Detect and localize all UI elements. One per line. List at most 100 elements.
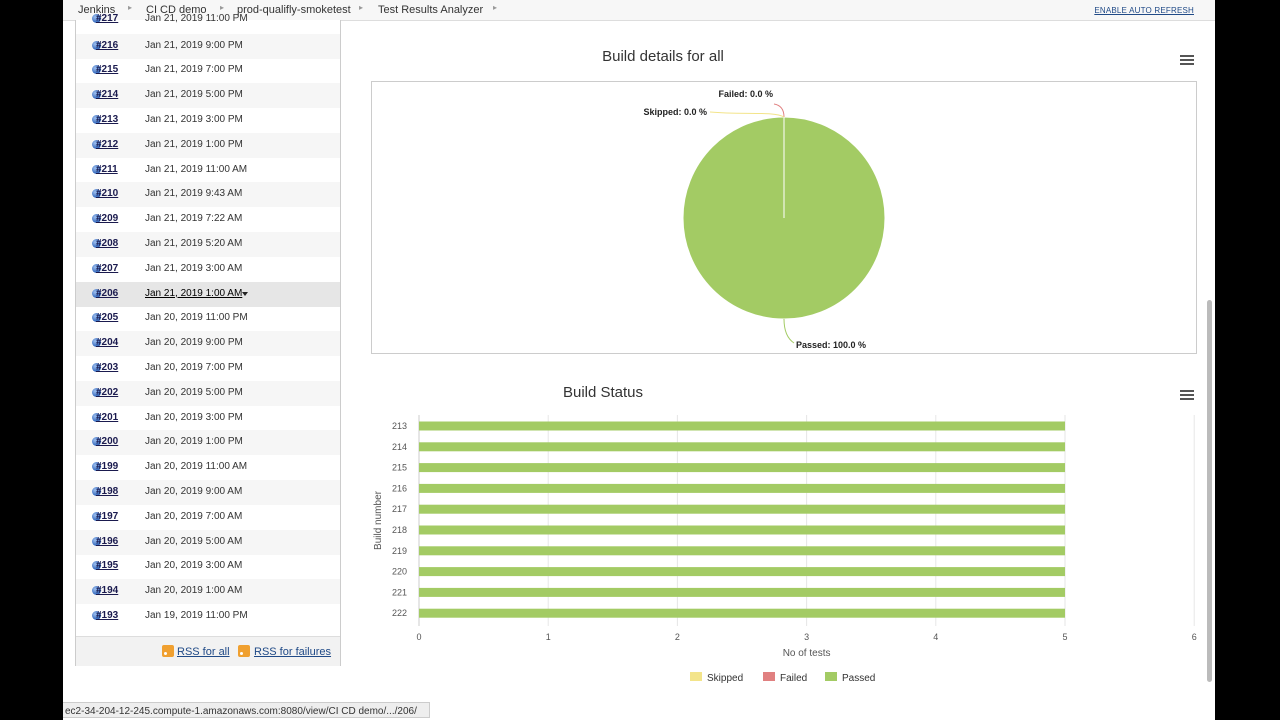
bar-passed[interactable]	[419, 608, 1065, 618]
build-number-link[interactable]: #194	[96, 585, 119, 597]
build-row[interactable]: #201 Jan 20, 2019 3:00 PM	[76, 406, 340, 431]
build-date-link[interactable]: Jan 20, 2019 3:00 PM	[145, 411, 243, 423]
build-date-link[interactable]: Jan 20, 2019 9:00 PM	[145, 337, 243, 349]
build-row[interactable]: #207 Jan 21, 2019 3:00 AM	[76, 257, 340, 282]
build-row[interactable]: #205 Jan 20, 2019 11:00 PM	[76, 306, 340, 331]
build-row[interactable]: #206 Jan 21, 2019 1:00 AM	[76, 281, 340, 307]
build-date-link[interactable]: Jan 20, 2019 3:00 AM	[145, 560, 243, 572]
build-date-link[interactable]: Jan 19, 2019 11:00 PM	[145, 609, 248, 621]
build-date-link[interactable]: Jan 20, 2019 11:00 PM	[145, 312, 248, 324]
build-number-link[interactable]: #195	[96, 560, 119, 572]
build-number-link[interactable]: #217	[96, 13, 119, 24]
build-row[interactable]: #194 Jan 20, 2019 1:00 AM	[76, 579, 340, 605]
build-date-link[interactable]: Jan 21, 2019 11:00 AM	[145, 163, 248, 175]
bar-passed[interactable]	[419, 504, 1065, 514]
build-date-link[interactable]: Jan 21, 2019 7:00 PM	[145, 64, 243, 76]
enable-auto-refresh-link[interactable]: ENABLE AUTO REFRESH	[1094, 6, 1194, 15]
build-date-link[interactable]: Jan 20, 2019 1:00 AM	[145, 585, 243, 597]
build-date-link[interactable]: Jan 21, 2019 9:00 PM	[145, 39, 243, 51]
bar-passed[interactable]	[419, 567, 1065, 577]
breadcrumb-test-results-analyzer[interactable]: Test Results Analyzer	[378, 4, 484, 16]
build-date-link[interactable]: Jan 21, 2019 7:22 AM	[145, 213, 243, 225]
build-date-link[interactable]: Jan 20, 2019 7:00 AM	[145, 510, 243, 522]
build-number-link[interactable]: #200	[96, 436, 119, 448]
build-date-link[interactable]: Jan 21, 2019 3:00 AM	[145, 262, 243, 274]
build-row[interactable]: #214 Jan 21, 2019 5:00 PM	[76, 83, 340, 109]
build-number-link[interactable]: #216	[96, 39, 119, 51]
chart-menu-icon[interactable]	[1180, 390, 1194, 401]
build-number-link[interactable]: #199	[96, 461, 119, 473]
build-number-link[interactable]: #197	[96, 510, 119, 522]
build-number-link[interactable]: #196	[96, 535, 119, 547]
rss-feed-icon[interactable]	[238, 645, 250, 657]
bar-passed[interactable]	[419, 546, 1065, 556]
build-row[interactable]: #215 Jan 21, 2019 7:00 PM	[76, 58, 340, 83]
build-row[interactable]: #202 Jan 20, 2019 5:00 PM	[76, 380, 340, 406]
dropdown-caret-icon[interactable]	[242, 291, 248, 296]
build-number-link[interactable]: #208	[96, 237, 119, 249]
build-date-link[interactable]: Jan 21, 2019 9:43 AM	[145, 188, 243, 200]
build-row[interactable]: #198 Jan 20, 2019 9:00 AM	[76, 479, 340, 505]
breadcrumb-jenkins[interactable]: Jenkins	[78, 4, 116, 16]
bar-passed[interactable]	[419, 525, 1065, 535]
build-row[interactable]: #204 Jan 20, 2019 9:00 PM	[76, 331, 340, 357]
build-number-link[interactable]: #215	[96, 64, 119, 76]
build-row[interactable]: #210 Jan 21, 2019 9:43 AM	[76, 182, 340, 208]
build-number-link[interactable]: #211	[96, 163, 118, 175]
rss-for-all-link[interactable]: RSS for all	[177, 646, 230, 658]
build-date-link[interactable]: Jan 21, 2019 5:20 AM	[145, 237, 243, 249]
legend-label-passed[interactable]: Passed	[842, 673, 875, 684]
build-row[interactable]: #200 Jan 20, 2019 1:00 PM	[76, 430, 340, 456]
build-row[interactable]: #216 Jan 21, 2019 9:00 PM	[76, 33, 340, 59]
bar-passed[interactable]	[419, 463, 1065, 473]
build-number-link[interactable]: #212	[96, 138, 119, 150]
build-date-link[interactable]: Jan 21, 2019 3:00 PM	[145, 113, 243, 125]
build-date-link[interactable]: Jan 20, 2019 9:00 AM	[145, 485, 243, 497]
build-row[interactable]: #196 Jan 20, 2019 5:00 AM	[76, 529, 340, 555]
vertical-scrollbar[interactable]	[1207, 300, 1212, 682]
build-number-link[interactable]: #214	[96, 89, 119, 101]
build-row[interactable]: #199 Jan 20, 2019 11:00 AM	[76, 455, 340, 480]
build-number-link[interactable]: #204	[96, 337, 119, 349]
build-date-link[interactable]: Jan 20, 2019 5:00 AM	[145, 535, 243, 547]
build-number-link[interactable]: #209	[96, 213, 119, 225]
legend-label-skipped[interactable]: Skipped	[707, 673, 743, 684]
build-number-link[interactable]: #210	[96, 188, 119, 200]
build-row[interactable]: #197 Jan 20, 2019 7:00 AM	[76, 505, 340, 530]
breadcrumb-ci-cd-demo[interactable]: CI CD demo	[146, 4, 207, 16]
build-date-link[interactable]: Jan 21, 2019 5:00 PM	[145, 89, 243, 101]
build-date-link[interactable]: Jan 20, 2019 11:00 AM	[145, 461, 248, 473]
build-date-link[interactable]: Jan 21, 2019 11:00 PM	[145, 13, 248, 24]
build-date-link[interactable]: Jan 21, 2019 1:00 AM	[145, 287, 243, 299]
build-row[interactable]: #211 Jan 21, 2019 11:00 AM	[76, 158, 340, 183]
rss-feed-icon[interactable]	[162, 645, 174, 657]
build-number-link[interactable]: #207	[96, 262, 119, 274]
build-row[interactable]: #193 Jan 19, 2019 11:00 PM	[76, 604, 340, 629]
build-row[interactable]: #212 Jan 21, 2019 1:00 PM	[76, 132, 340, 158]
build-row[interactable]: #209 Jan 21, 2019 7:22 AM	[76, 207, 340, 232]
build-date-link[interactable]: Jan 20, 2019 7:00 PM	[145, 361, 243, 373]
chart-menu-icon[interactable]	[1180, 55, 1194, 66]
breadcrumb-job[interactable]: prod-qualifly-smoketest	[237, 4, 351, 16]
legend-label-failed[interactable]: Failed	[780, 673, 807, 684]
build-number-link[interactable]: #205	[96, 312, 119, 324]
build-number-link[interactable]: #198	[96, 485, 119, 497]
bar-passed[interactable]	[419, 442, 1065, 452]
build-date-link[interactable]: Jan 20, 2019 1:00 PM	[145, 436, 243, 448]
bar-passed[interactable]	[419, 421, 1065, 431]
build-row[interactable]: #208 Jan 21, 2019 5:20 AM	[76, 231, 340, 257]
bar-passed[interactable]	[419, 483, 1065, 493]
build-row[interactable]: #195 Jan 20, 2019 3:00 AM	[76, 554, 340, 579]
build-date-link[interactable]: Jan 20, 2019 5:00 PM	[145, 386, 243, 398]
build-number-link[interactable]: #203	[96, 361, 119, 373]
build-row[interactable]: #213 Jan 21, 2019 3:00 PM	[76, 108, 340, 133]
build-number-link[interactable]: #213	[96, 113, 119, 125]
bar-passed[interactable]	[419, 587, 1065, 597]
build-number-link[interactable]: #201	[96, 411, 119, 423]
rss-for-failures-link[interactable]: RSS for failures	[254, 646, 332, 658]
build-date-link[interactable]: Jan 21, 2019 1:00 PM	[145, 138, 243, 150]
build-number-link[interactable]: #193	[96, 609, 119, 621]
build-row[interactable]: #217 Jan 21, 2019 11:00 PM	[76, 7, 340, 32]
build-row[interactable]: #203 Jan 20, 2019 7:00 PM	[76, 356, 340, 381]
build-number-link[interactable]: #206	[96, 287, 119, 299]
